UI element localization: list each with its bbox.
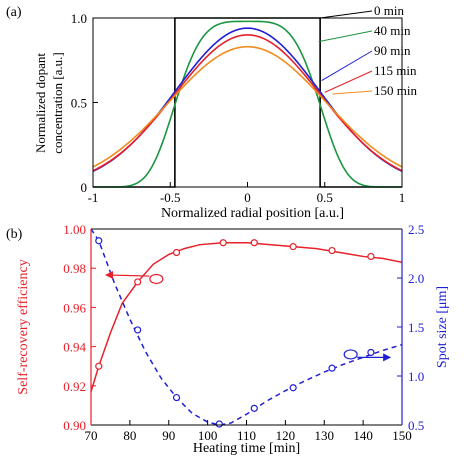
y-right-tick-label: 2.0 (408, 271, 424, 286)
legend-leader-0-min (320, 10, 373, 19)
y-tick-label-a: 0 (81, 180, 88, 195)
x-tick-label-b: 130 (315, 428, 335, 443)
panel-a-plot: -1 -0.5 0 0.5 1 0 0.5 1.0 0 min 40 min 90 min 115 m… (33, 3, 417, 221)
data-point-spot-size (215, 420, 223, 428)
data-point-spot-size (289, 384, 297, 392)
y-left-tick-label: 1.00 (63, 222, 86, 237)
right-axis-arrowhead (383, 353, 392, 362)
data-point-self-recovery-efficiency (219, 239, 227, 247)
data-point-spot-size (172, 393, 181, 402)
legend-leader-150-min (332, 90, 373, 95)
data-point-spot-size (134, 326, 142, 334)
y-left-axis-label: Self-recovery efficiency (16, 259, 31, 394)
y-axis-label-a: Normalized dopant concentration [a.u.] (33, 52, 65, 153)
series-line-115-min (92, 34, 403, 172)
legend-label-0-min: 0 min (374, 3, 404, 18)
x-tick-label-a: 0 (244, 190, 251, 205)
data-point-spot-size (367, 348, 375, 357)
legend-leader-40-min (318, 30, 373, 43)
data-point-self-recovery-efficiency (328, 246, 336, 255)
data-point-self-recovery-efficiency (172, 248, 181, 257)
y-left-tick-label: 0.98 (63, 261, 86, 276)
series-fit-spot-size (90, 228, 403, 426)
y-left-tick-label: 0.94 (63, 340, 86, 355)
data-point-self-recovery-efficiency (367, 252, 375, 261)
y-left-axis-label-text: Self-recovery efficiency (16, 259, 31, 394)
data-point-spot-size (250, 404, 258, 412)
data-point-self-recovery-efficiency (289, 243, 297, 251)
axes-frame-a (92, 17, 403, 188)
legend-label-40-min: 40 min (374, 23, 411, 38)
legend-label-115-min: 115 min (374, 63, 417, 78)
data-point-self-recovery-efficiency (95, 362, 103, 370)
x-tick-label-b: 70 (85, 428, 98, 443)
legend-label-150-min: 150 min (374, 83, 417, 98)
x-tick-label-a: 0.5 (317, 190, 333, 205)
panel-b-plot: 70 80 90 100 110 120 130 140 150 0.90 0.92 0.94 0.96… (16, 222, 450, 456)
x-axis-label-b: Heating time [min] (193, 441, 300, 456)
series-line-0-min (93, 17, 402, 188)
legend-leader-115-min (324, 70, 373, 93)
data-point-spot-size (95, 237, 103, 245)
right-axis-indicator-ellipse (343, 349, 358, 360)
y-right-tick-label: 2.5 (408, 222, 424, 237)
series-fit-self-recovery-efficiency (90, 241, 403, 392)
legend-leader-90-min (321, 50, 373, 81)
x-tick-label-a: -0.5 (160, 190, 181, 205)
y-right-tick-label: 0.5 (408, 418, 424, 433)
y-right-tick-label: 1.0 (408, 369, 424, 384)
x-tick-label-b: 100 (198, 428, 218, 443)
series-line-40-min (93, 20, 402, 188)
x-tick-label-a: -1 (88, 190, 99, 205)
y-right-tick-label: 1.5 (408, 320, 424, 335)
panel-b-label: (b) (6, 227, 23, 242)
left-axis-arrowhead (104, 271, 113, 280)
series-line-150-min (92, 45, 403, 168)
y-tick-label-a: 1.0 (71, 11, 87, 26)
panel-a-label: (a) (6, 5, 22, 20)
x-tick-label-b: 80 (123, 428, 136, 443)
y-right-axis-label-text: Spot size [μm] (435, 286, 450, 368)
y-left-tick-label: 0.96 (63, 300, 86, 315)
y-axis-label-a-line1: Normalized dopant (33, 53, 48, 153)
data-point-spot-size (328, 364, 336, 372)
series-line-90-min (92, 27, 403, 173)
x-axis-label-a: Normalized radial position [a.u.] (161, 206, 344, 221)
y-left-tick-label: 0.90 (63, 418, 86, 433)
y-axis-label-a-line2: concentration [a.u.] (50, 52, 65, 153)
x-tick-label-b: 120 (276, 428, 296, 443)
legend-label-90-min: 90 min (374, 43, 411, 58)
x-tick-label-a: 1 (399, 190, 406, 205)
y-tick-label-a: 0.5 (71, 96, 87, 111)
x-tick-label-b: 140 (353, 428, 373, 443)
data-point-self-recovery-efficiency (134, 278, 142, 286)
x-tick-label-b: 110 (237, 428, 256, 443)
x-tick-label-b: 90 (162, 428, 175, 443)
left-axis-indicator-ellipse (149, 273, 164, 285)
left-axis-indicator-arrow (108, 274, 150, 277)
x-tick-label-b: 150 (392, 428, 412, 443)
data-point-self-recovery-efficiency (250, 239, 258, 247)
y-left-tick-label: 0.92 (63, 379, 86, 394)
y-right-axis-label: Spot size [μm] (435, 286, 450, 368)
